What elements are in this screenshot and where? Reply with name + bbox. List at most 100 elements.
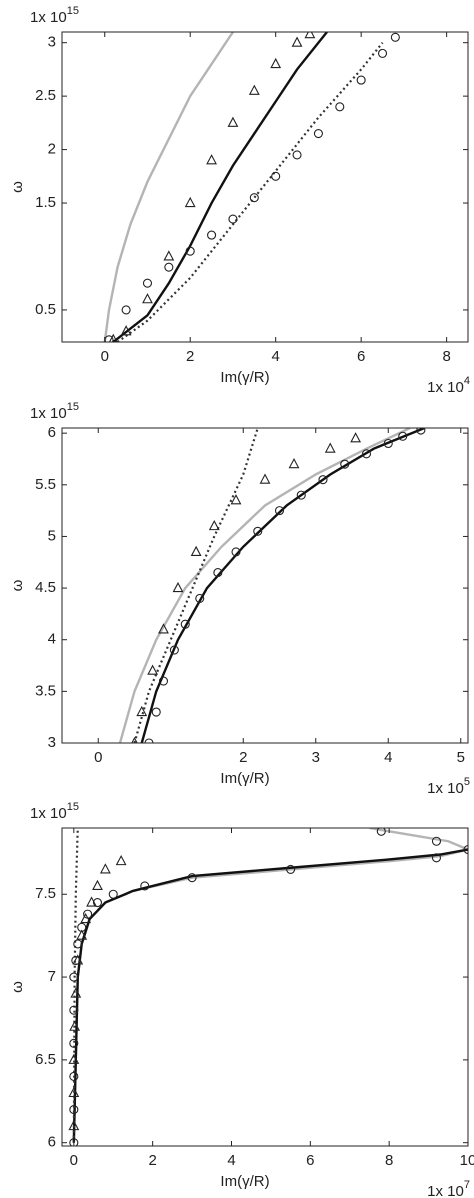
- circle-marker: [71, 955, 81, 966]
- series-line: [133, 428, 259, 743]
- circle-marker: [416, 428, 426, 435]
- offset-exponent: 7: [464, 1179, 470, 1191]
- x-tick-label: 6: [357, 348, 365, 365]
- circle-marker: [292, 150, 302, 160]
- y-axis-label: ω: [9, 181, 26, 193]
- y-tick-label: 3.5: [35, 682, 56, 699]
- triangle-marker: [68, 1053, 80, 1064]
- offset-exponent: 15: [67, 5, 79, 17]
- triangle-marker: [68, 1086, 80, 1098]
- y-tick-label: 6: [48, 424, 56, 441]
- y-tick-label: 7.5: [35, 885, 56, 902]
- x-axis-label: Im(γ/R): [220, 770, 269, 787]
- axis-offset: 1x 107: [427, 1179, 470, 1198]
- y-tick-label: 2.5: [35, 87, 56, 104]
- y-tick-label: 6.5: [35, 1051, 56, 1068]
- circle-marker: [286, 864, 296, 874]
- offset-base: 1x 10: [30, 805, 67, 822]
- plot-frame: [61, 827, 469, 1147]
- triangle-marker: [259, 473, 271, 484]
- series-line: [72, 828, 79, 1143]
- x-tick-label: 8: [442, 348, 450, 365]
- circle-marker: [249, 193, 259, 203]
- axis-offset: 1x 1015: [30, 401, 79, 422]
- plot-area: [68, 828, 468, 1146]
- circle-marker: [169, 645, 179, 655]
- circle-marker: [213, 568, 223, 578]
- circle-marker: [313, 129, 323, 139]
- circle-marker: [318, 475, 328, 485]
- x-tick-label: 0: [101, 348, 109, 365]
- series-line: [103, 32, 234, 342]
- x-tick-label: 2: [186, 348, 194, 365]
- x-tick-label: 8: [385, 1152, 393, 1169]
- circle-marker: [69, 1071, 79, 1081]
- offset-exponent: 5: [464, 776, 470, 788]
- circle-marker: [164, 262, 174, 272]
- circle-marker: [296, 490, 306, 500]
- series-line: [116, 42, 384, 342]
- circle-marker: [253, 526, 263, 536]
- circle-marker: [69, 1138, 79, 1146]
- plot-frame: [61, 427, 469, 744]
- circle-marker: [431, 836, 442, 846]
- x-axis-label: Im(γ/R): [220, 1173, 269, 1190]
- circle-marker: [463, 844, 468, 855]
- y-tick-label: 0.5: [35, 301, 56, 318]
- series-line: [118, 428, 411, 743]
- circle-marker: [377, 48, 388, 58]
- circle-marker: [69, 972, 79, 982]
- triangle-marker: [68, 1119, 80, 1131]
- triangle-marker: [350, 432, 362, 443]
- y-tick-label: 1.5: [35, 194, 56, 211]
- triangle-marker: [324, 442, 336, 453]
- triangle-marker: [115, 854, 127, 866]
- y-tick-label: 7: [48, 968, 56, 985]
- x-tick-label: 2: [239, 749, 247, 766]
- axis-offset: 1x 105: [427, 776, 470, 797]
- triangle-marker: [304, 32, 316, 39]
- y-tick-label: 3: [48, 34, 56, 51]
- circle-marker: [92, 897, 103, 908]
- circle-marker: [69, 1005, 79, 1015]
- y-axis-label: ω: [9, 579, 26, 591]
- triangle-marker: [76, 929, 88, 940]
- triangle-marker: [227, 116, 239, 127]
- triangle-marker: [190, 545, 202, 556]
- triangle-marker: [230, 494, 242, 505]
- offset-exponent: 4: [464, 375, 470, 387]
- y-tick-label: 5: [48, 527, 56, 544]
- x-tick-label: 0: [94, 749, 102, 766]
- offset-base: 1x 10: [427, 379, 464, 396]
- offset-exponent: 15: [67, 401, 79, 413]
- triangle-marker: [158, 623, 169, 634]
- circle-marker: [77, 922, 87, 932]
- triangle-marker: [120, 325, 132, 336]
- circle-marker: [108, 889, 118, 899]
- circle-marker: [140, 881, 150, 891]
- axis-offset: 1x 1015: [30, 5, 79, 26]
- circle-marker: [69, 1105, 79, 1115]
- circle-marker: [158, 676, 169, 686]
- circle-marker: [231, 547, 241, 557]
- triangle-marker: [172, 581, 184, 593]
- offset-exponent: 15: [67, 801, 79, 813]
- triangle-marker: [208, 519, 220, 531]
- circle-marker: [151, 707, 161, 717]
- series-line: [72, 828, 468, 1143]
- triangle-marker: [142, 293, 153, 304]
- series-line: [140, 428, 425, 743]
- circle-marker: [361, 449, 372, 459]
- triangle-marker: [184, 196, 196, 208]
- circle-marker: [180, 619, 190, 629]
- triangle-marker: [131, 736, 138, 743]
- y-tick-label: 6: [48, 1134, 56, 1151]
- offset-base: 1x 10: [427, 780, 464, 797]
- triangle-marker: [136, 705, 148, 717]
- x-tick-label: 6: [306, 1152, 314, 1169]
- circle-marker: [121, 305, 131, 315]
- circle-marker: [335, 102, 345, 112]
- plot-area: [103, 32, 400, 342]
- circle-marker: [431, 853, 442, 863]
- circle-marker: [390, 32, 400, 42]
